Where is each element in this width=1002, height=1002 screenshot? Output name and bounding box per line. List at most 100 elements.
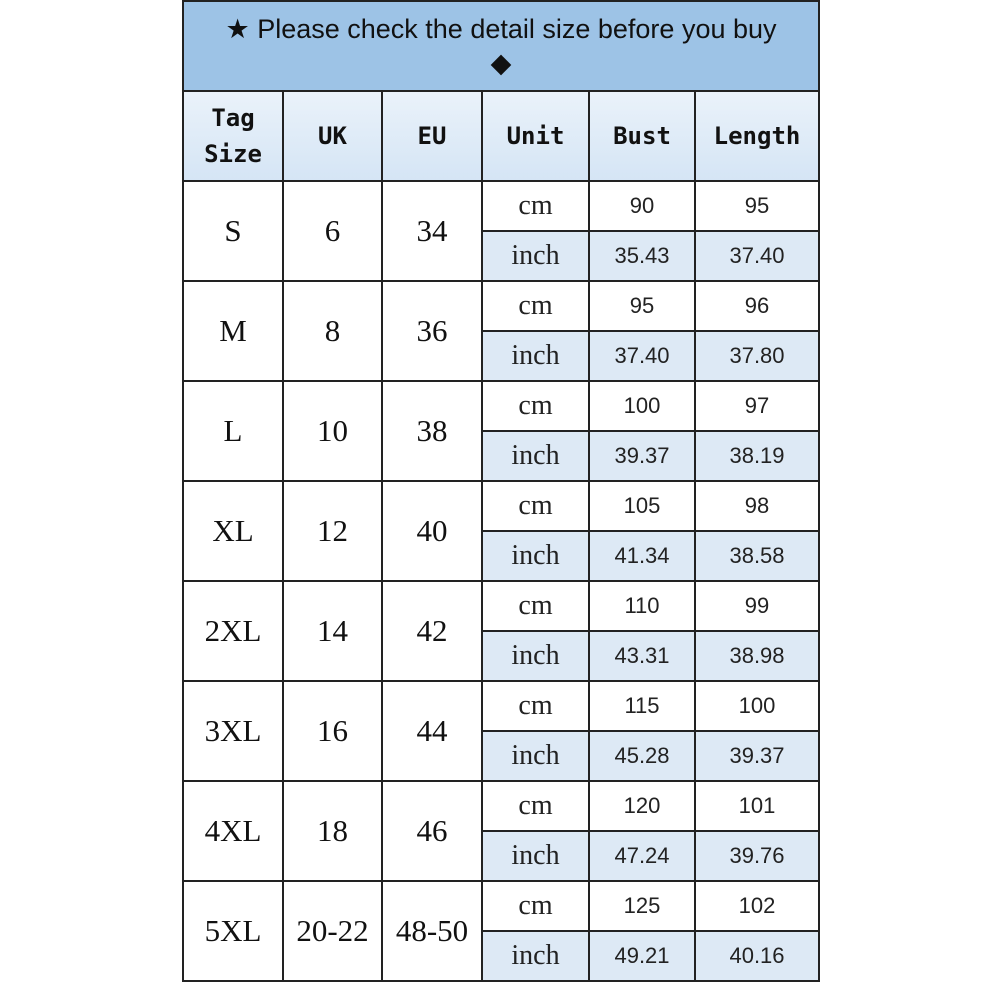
bust-cm-cell: 95 [588,280,696,332]
size-row-cm: 2XL 14 42 cm 110 99 [182,580,820,682]
unit-cm-cell: cm [481,580,590,632]
uk-size-cell: 20-22 [282,880,383,982]
title-text: ★ Please check the detail size before yo… [225,14,777,44]
eu-size-cell: 46 [381,780,483,882]
bust-inch-cell: 45.28 [588,730,696,782]
header-eu: EU [381,90,483,182]
unit-inch-cell: inch [481,730,590,782]
tag-size-cell: 5XL [182,880,284,982]
unit-cm-cell: cm [481,280,590,332]
bust-inch-cell: 43.31 [588,630,696,682]
bust-cm-cell: 125 [588,880,696,932]
size-row-inch: inch 47.24 39.76 [183,830,820,882]
bust-cm-cell: 115 [588,680,696,732]
uk-size-cell: 12 [282,480,383,582]
unit-inch-cell: inch [481,330,590,382]
bust-cm-cell: 105 [588,480,696,532]
size-row-inch: inch 39.37 38.19 [183,430,820,482]
bust-inch-cell: 49.21 [588,930,696,982]
length-inch-cell: 37.40 [694,230,820,282]
bust-inch-cell: 47.24 [588,830,696,882]
uk-size-cell: 18 [282,780,383,882]
tag-size-cell: L [182,380,284,482]
eu-size-cell: 38 [381,380,483,482]
size-row-cm: S 6 34 cm 90 95 [182,180,820,282]
length-cm-cell: 100 [694,680,820,732]
size-row-cm: 3XL 16 44 cm 115 100 [182,680,820,782]
size-row-inch: inch 41.34 38.58 [183,530,820,582]
size-row-cm: 4XL 18 46 cm 120 101 [182,780,820,882]
tag-size-cell: 2XL [182,580,284,682]
bust-cm-cell: 100 [588,380,696,432]
bust-inch-cell: 35.43 [588,230,696,282]
unit-inch-cell: inch [481,830,590,882]
length-cm-cell: 97 [694,380,820,432]
bust-cm-cell: 110 [588,580,696,632]
size-row-cm: L 10 38 cm 100 97 [182,380,820,482]
unit-inch-cell: inch [481,630,590,682]
bust-cm-cell: 90 [588,180,696,232]
unit-cm-cell: cm [481,780,590,832]
length-inch-cell: 38.19 [694,430,820,482]
bust-cm-cell: 120 [588,780,696,832]
eu-size-cell: 40 [381,480,483,582]
size-chart-table: ★ Please check the detail size before yo… [182,0,820,982]
title-banner: ★ Please check the detail size before yo… [182,0,820,92]
length-cm-cell: 102 [694,880,820,932]
size-row-inch: inch 49.21 40.16 [183,930,820,982]
unit-cm-cell: cm [481,680,590,732]
eu-size-cell: 34 [381,180,483,282]
bust-inch-cell: 41.34 [588,530,696,582]
bust-inch-cell: 39.37 [588,430,696,482]
header-bust: Bust [588,90,696,182]
tag-size-cell: 4XL [182,780,284,882]
header-tag-line1: Tag [211,104,255,132]
header-tag-size: Tag Size [182,90,284,182]
eu-size-cell: 48-50 [381,880,483,982]
uk-size-cell: 10 [282,380,383,482]
header-tag-line2: Size [204,140,262,168]
length-inch-cell: 39.76 [694,830,820,882]
eu-size-cell: 36 [381,280,483,382]
length-cm-cell: 98 [694,480,820,532]
length-inch-cell: 39.37 [694,730,820,782]
size-row-inch: inch 37.40 37.80 [183,330,820,382]
uk-size-cell: 14 [282,580,383,682]
header-unit: Unit [481,90,590,182]
unit-inch-cell: inch [481,230,590,282]
unit-inch-cell: inch [481,530,590,582]
header-row: Tag Size UK EU Unit Bust Length [182,90,820,182]
length-cm-cell: 99 [694,580,820,632]
size-row-cm: XL 12 40 cm 105 98 [182,480,820,582]
length-inch-cell: 37.80 [694,330,820,382]
tag-size-cell: M [182,280,284,382]
bust-inch-cell: 37.40 [588,330,696,382]
uk-size-cell: 16 [282,680,383,782]
length-cm-cell: 96 [694,280,820,332]
eu-size-cell: 42 [381,580,483,682]
unit-cm-cell: cm [481,180,590,232]
length-inch-cell: 40.16 [694,930,820,982]
size-row-inch: inch 43.31 38.98 [183,630,820,682]
length-inch-cell: 38.58 [694,530,820,582]
uk-size-cell: 8 [282,280,383,382]
unit-cm-cell: cm [481,880,590,932]
size-row-cm: 5XL 20-22 48-50 cm 125 102 [182,880,820,982]
unit-cm-cell: cm [481,480,590,532]
length-inch-cell: 38.98 [694,630,820,682]
size-row-cm: M 8 36 cm 95 96 [182,280,820,382]
eu-size-cell: 44 [381,680,483,782]
tag-size-cell: XL [182,480,284,582]
unit-cm-cell: cm [481,380,590,432]
length-cm-cell: 101 [694,780,820,832]
tag-size-cell: 3XL [182,680,284,782]
size-row-inch: inch 35.43 37.40 [183,230,820,282]
unit-inch-cell: inch [481,930,590,982]
header-length: Length [694,90,820,182]
unit-inch-cell: inch [481,430,590,482]
tag-size-cell: S [182,180,284,282]
uk-size-cell: 6 [282,180,383,282]
size-row-inch: inch 45.28 39.37 [183,730,820,782]
diamond-icon: ◆ [490,48,512,78]
header-uk: UK [282,90,383,182]
